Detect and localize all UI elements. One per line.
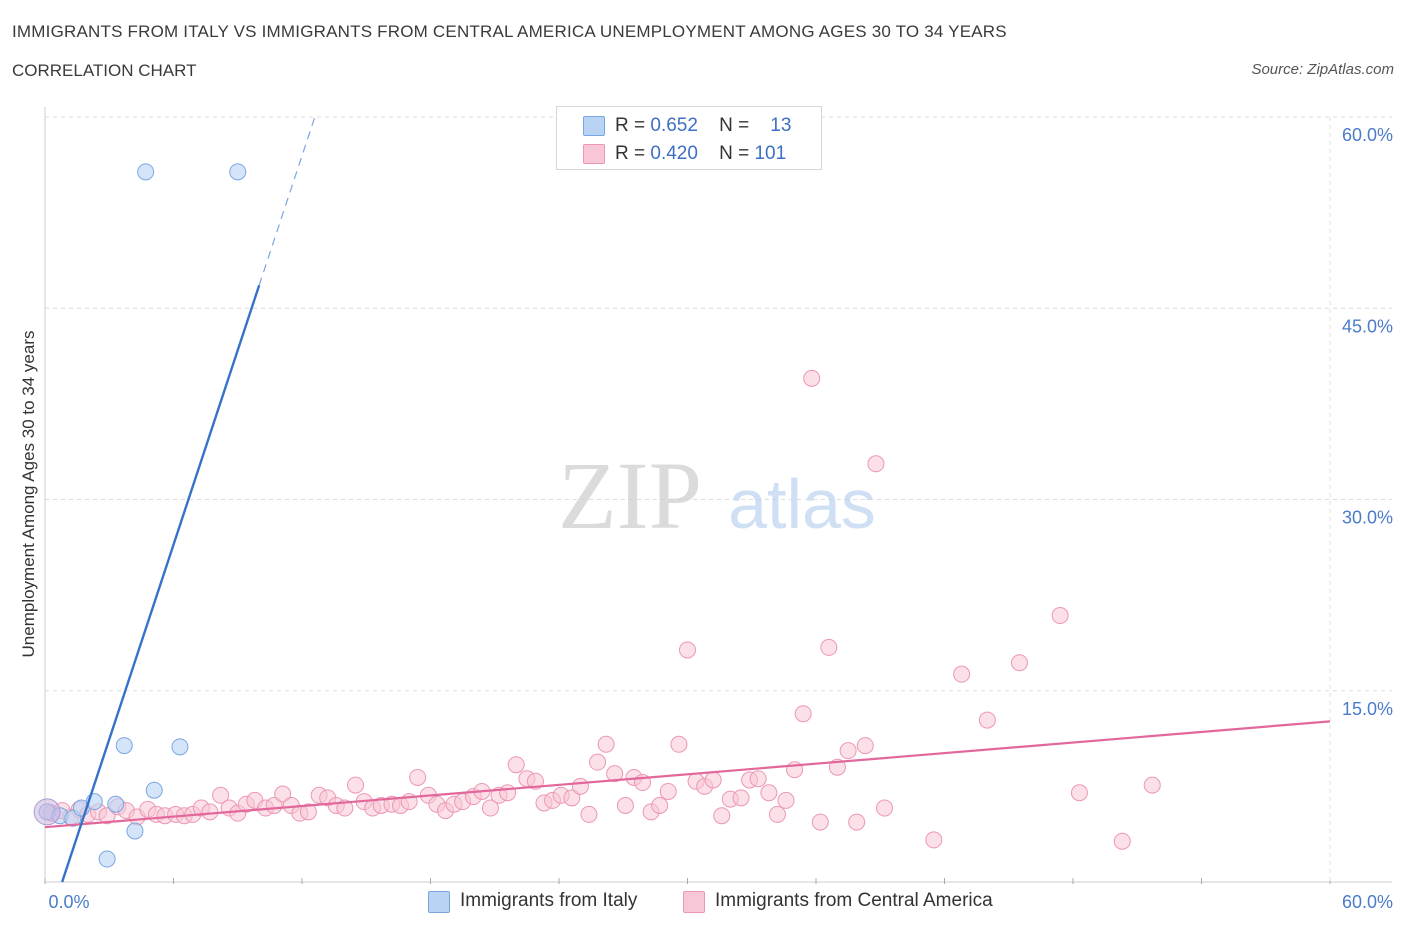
italy-trendline-extension <box>258 116 316 286</box>
italy-point <box>98 850 116 868</box>
central-america-point <box>201 803 219 821</box>
central-america-point <box>212 786 230 804</box>
central-america-point <box>794 705 812 723</box>
central-america-point <box>659 782 677 800</box>
central-america-point <box>803 369 821 387</box>
italy-point <box>137 163 155 181</box>
central-america-point <box>507 756 525 774</box>
central-america-point <box>1010 654 1028 672</box>
source-label: Source: ZipAtlas.com <box>1251 61 1394 78</box>
central-america-point <box>580 805 598 823</box>
central-america-point <box>409 768 427 786</box>
central-america-point <box>299 803 317 821</box>
central-america-point <box>953 665 971 683</box>
central-america-point <box>978 711 996 729</box>
central-america-point <box>670 735 688 753</box>
chart-subtitle: CORRELATION CHART <box>12 61 197 80</box>
central-america-point <box>848 813 866 831</box>
legend-italy-r-value: 0.652 <box>650 115 698 136</box>
bottom-legend-label-central: Immigrants from Central America <box>715 890 993 911</box>
central-america-point <box>336 799 354 817</box>
central-america-point <box>651 797 669 814</box>
central-america-point <box>777 791 795 809</box>
italy-points <box>33 163 247 868</box>
grid-layer <box>44 107 1392 884</box>
central-america-point <box>499 784 517 802</box>
central-america-point <box>760 784 778 802</box>
legend-central-n-label: N = <box>719 143 750 164</box>
central-america-points <box>42 369 1161 850</box>
central-america-point <box>856 737 874 755</box>
central-america-point <box>768 805 786 823</box>
central-america-point <box>589 753 607 771</box>
axis-ticks: 15.0% 30.0% 45.0% 60.0% 0.0% 60.0% <box>48 125 1393 912</box>
y-tick-label: 60.0% <box>1342 125 1393 145</box>
central-america-point <box>839 742 857 760</box>
central-america-point <box>571 777 589 795</box>
legend-central-r-label: R = <box>615 143 646 164</box>
central-america-point <box>925 831 943 849</box>
central-america-point <box>820 638 838 656</box>
watermark: ZIP atlas <box>558 442 876 549</box>
italy-point <box>126 822 144 840</box>
watermark-atlas: atlas <box>728 465 876 543</box>
central-america-point <box>606 765 624 783</box>
italy-point <box>171 738 189 756</box>
central-america-point <box>732 789 750 807</box>
central-america-point <box>274 785 292 803</box>
italy-trendline <box>60 284 261 883</box>
central-america-point <box>597 735 615 753</box>
central-america-point <box>704 771 722 789</box>
central-america-point <box>563 789 581 807</box>
italy-point <box>229 163 247 181</box>
chart-title: IMMIGRANTS FROM ITALY VS IMMIGRANTS FROM… <box>12 22 1007 41</box>
italy-point <box>145 781 163 799</box>
x-tick-label: 60.0% <box>1342 892 1393 912</box>
central-america-point <box>749 770 767 788</box>
central-america-point <box>867 455 885 473</box>
legend-central-r-value: 0.420 <box>650 143 698 164</box>
bottom-legend-swatch-central <box>683 891 705 913</box>
y-tick-label: 15.0% <box>1342 699 1393 719</box>
legend-italy-n-label: N = <box>719 115 750 136</box>
central-america-point <box>679 641 696 659</box>
legend-swatch-italy <box>583 116 605 136</box>
italy-point <box>33 798 61 826</box>
central-america-trendline <box>44 720 1331 829</box>
bottom-legend-swatch-italy <box>428 891 450 913</box>
legend-swatch-central <box>583 144 605 164</box>
watermark-zip: ZIP <box>558 442 702 549</box>
central-america-point <box>811 813 829 831</box>
legend-central-n-value: 101 <box>754 143 787 164</box>
central-america-point <box>347 776 365 794</box>
correlation-legend: R = 0.652 N = 13 R = 0.420 N = 101 <box>556 106 822 170</box>
central-america-point <box>616 797 634 814</box>
central-america-point <box>713 807 731 825</box>
central-america-point <box>876 799 894 817</box>
central-america-point <box>1113 832 1131 850</box>
central-america-point <box>481 799 499 817</box>
central-america-point <box>1051 607 1069 625</box>
central-america-point <box>1070 784 1088 802</box>
central-america-point <box>526 772 544 790</box>
y-tick-label: 45.0% <box>1342 316 1393 336</box>
y-axis-label: Unemployment Among Ages 30 to 34 years <box>19 331 38 658</box>
trend-lines <box>44 116 1331 883</box>
legend-italy-r-label: R = <box>615 115 646 136</box>
x-tick-label: 0.0% <box>48 892 89 912</box>
central-america-point <box>1143 776 1161 794</box>
legend-italy-n-value: 13 <box>770 115 792 136</box>
italy-point <box>115 737 133 755</box>
y-tick-label: 30.0% <box>1342 508 1393 528</box>
italy-point <box>107 795 125 813</box>
bottom-legend-label-italy: Immigrants from Italy <box>460 890 638 911</box>
